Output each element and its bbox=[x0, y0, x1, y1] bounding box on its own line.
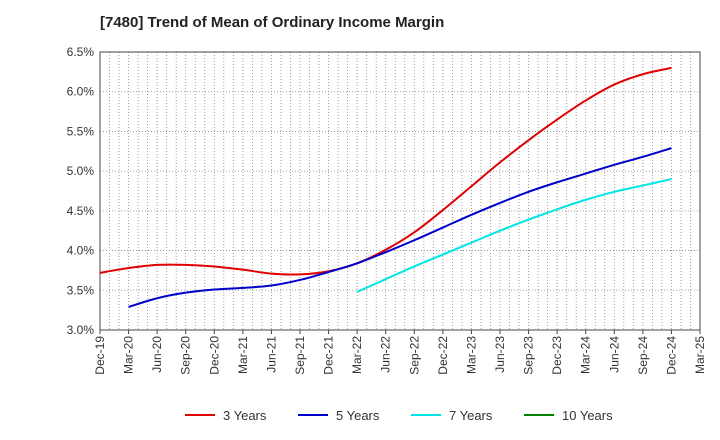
x-axis-ticks: Dec-19 Mar-20 Jun-20 Sep-20 Dec-20 Mar-21 Jun-… bbox=[93, 330, 707, 375]
y-tick-label: 5.0% bbox=[67, 164, 95, 178]
y-tick-label: 6.0% bbox=[67, 85, 95, 99]
x-tick-label: Jun-21 bbox=[264, 336, 278, 373]
x-tick-label: Mar-24 bbox=[579, 336, 593, 374]
x-tick-label: Sep-22 bbox=[407, 336, 421, 375]
x-tick-label: Sep-21 bbox=[293, 336, 307, 375]
x-tick-label: Dec-22 bbox=[436, 336, 450, 375]
legend-label: 3 Years bbox=[223, 408, 267, 423]
x-tick-label: Mar-20 bbox=[122, 336, 136, 374]
x-tick-label: Mar-21 bbox=[236, 336, 250, 374]
grid bbox=[100, 52, 700, 330]
x-tick-label: Dec-23 bbox=[550, 336, 564, 375]
y-tick-label: 6.5% bbox=[67, 45, 95, 59]
y-tick-label: 4.0% bbox=[67, 244, 95, 258]
series-line-7-years bbox=[356, 178, 672, 293]
x-tick-label: Jun-22 bbox=[379, 336, 393, 373]
legend: 3 Years 5 Years 7 Years 10 Years bbox=[185, 408, 613, 423]
plot-border bbox=[99, 51, 701, 331]
y-axis-ticks: 3.0% 3.5% 4.0% 4.5% 5.0% 5.5% 6.0% 6.5% bbox=[67, 45, 95, 337]
legend-label: 10 Years bbox=[562, 408, 613, 423]
x-tick-label: Mar-22 bbox=[350, 336, 364, 374]
x-tick-label: Sep-20 bbox=[179, 336, 193, 375]
x-tick-label: Mar-23 bbox=[464, 336, 478, 374]
x-tick-label: Jun-20 bbox=[150, 336, 164, 373]
series-line-3-years bbox=[99, 66, 672, 276]
x-tick-label: Jun-24 bbox=[607, 336, 621, 373]
x-tick-label: Jun-23 bbox=[493, 336, 507, 373]
y-tick-label: 5.5% bbox=[67, 124, 95, 138]
y-tick-label: 3.0% bbox=[67, 323, 95, 337]
x-tick-label: Sep-24 bbox=[636, 336, 650, 375]
x-tick-label: Mar-25 bbox=[693, 336, 707, 374]
chart-title: [7480] Trend of Mean of Ordinary Income … bbox=[100, 14, 445, 31]
y-tick-label: 3.5% bbox=[67, 283, 95, 297]
x-tick-label: Dec-24 bbox=[664, 336, 678, 375]
legend-label: 7 Years bbox=[449, 408, 493, 423]
y-tick-label: 4.5% bbox=[67, 204, 95, 218]
legend-label: 5 Years bbox=[336, 408, 380, 423]
series-lines bbox=[99, 66, 672, 308]
x-tick-label: Dec-21 bbox=[322, 336, 336, 375]
x-tick-label: Dec-20 bbox=[207, 336, 221, 375]
series-line-5-years bbox=[128, 147, 672, 308]
x-tick-label: Sep-23 bbox=[522, 336, 536, 375]
x-tick-label: Dec-19 bbox=[93, 336, 107, 375]
